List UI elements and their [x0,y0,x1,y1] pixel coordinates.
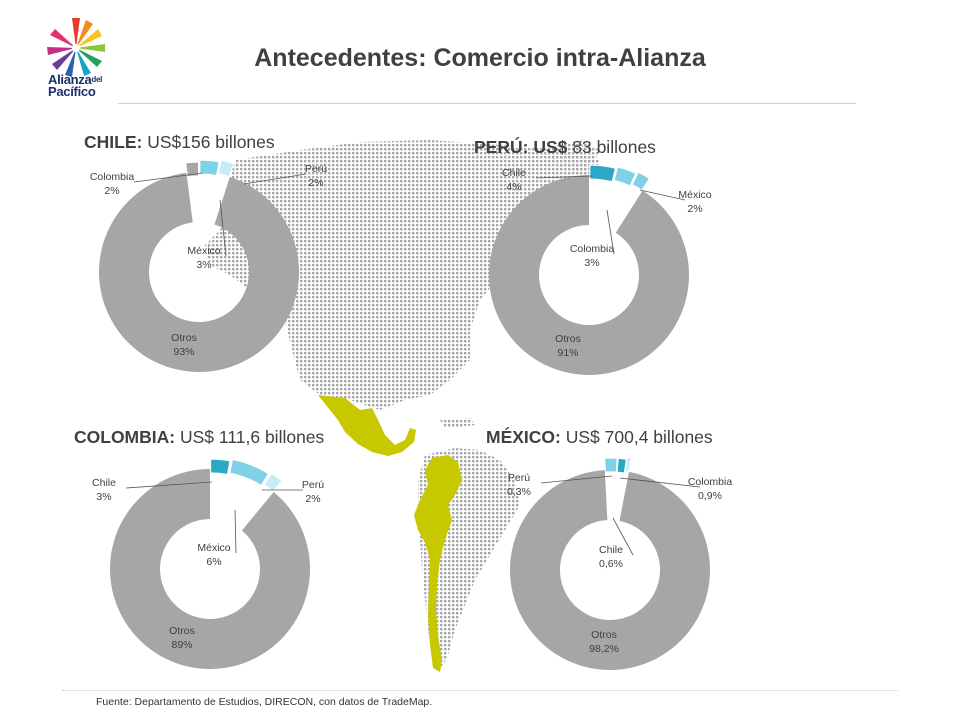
slice-label: Chile [92,477,116,489]
slice-value-label: 0,6% [599,558,623,570]
title-divider [118,103,856,104]
slice-peru [624,456,633,473]
leader-line [612,517,634,556]
donut-chart-2: Chile 3% México 6% Perú 2% Otros 89% [92,458,324,670]
slice-mexico [199,159,220,177]
slice-label: Chile [599,544,623,556]
slice-value-label: 93% [173,346,194,358]
slice-label: Colombia [688,476,733,488]
slice-label: Otros [591,629,617,641]
slice-otros [488,175,689,375]
leader-line [535,175,593,179]
logo-line2: Pacífico [48,84,96,99]
slice-peru [217,159,235,178]
slice-label: México [197,542,230,554]
slice-value-label: 0,9% [698,490,722,502]
slice-colombia [184,161,200,178]
donut-chart-0: México 3% Perú 2% Otros 93% Colombia 2% [90,159,327,372]
logo-wordmark: Alianzadel Pacífico [48,72,103,99]
leader-line [606,209,615,255]
slice-value-label: 91% [557,347,578,359]
source-footnote: Fuente: Departamento de Estudios, DIRECO… [96,696,433,708]
slice-colombia [613,166,637,187]
slice-label: México [187,245,220,257]
slice-chile [616,457,628,474]
leader-line [133,172,204,183]
pacific-alliance-south-highlight [414,455,462,672]
slice-value-label: 2% [305,493,320,505]
slice-label: Otros [169,625,195,637]
slice-value-label: 3% [96,491,111,503]
donut-chart-3: Colombia 0,9% Chile 0,6% Perú 0,3% Otros 98,2% [507,456,733,670]
slice-value-label: 89% [171,639,192,651]
donut-chart-1: Chile 4% Colombia 3% México 2% Otros 91% [488,164,712,375]
slice-label: Chile [502,167,526,179]
slice-value-label: 4% [506,181,521,193]
mexico-highlight [318,395,416,456]
logo-line1: Alianza [48,72,92,87]
slice-value-label: 98,2% [589,643,619,655]
slice-otros [99,172,299,372]
leader-line [639,189,686,201]
leader-line [125,481,213,489]
slice-mexico [229,458,270,487]
leader-line [234,509,237,554]
chart-title-colombia: COLOMBIA: US$ 111,6 billones [74,427,325,447]
alianza-pacifico-logo-icon [47,18,105,77]
chart-title-chile: CHILE: US$156 billones [84,132,275,152]
slice-otros [509,470,710,670]
slice-label: Perú [508,472,530,484]
slice-value-label: 6% [206,556,221,568]
slice-value-label: 2% [687,203,702,215]
chart-title-mexico: MÉXICO: US$ 700,4 billones [486,427,713,447]
slice-label: Otros [555,333,581,345]
slice-colombia [603,457,618,473]
slice-value-label: 2% [104,185,119,197]
slice-value-label: 0,3% [507,486,531,498]
leader-line [219,199,227,257]
chart-title-peru: PERÚ: US$ 83 billones [474,137,656,157]
slice-label: Otros [171,332,197,344]
slice-label: Perú [302,479,324,491]
slice-chile [209,458,231,476]
leader-line [243,173,307,185]
slice-label: Colombia [570,243,615,255]
slice-peru [263,472,284,493]
leader-line [540,475,613,484]
footer-divider [62,690,898,691]
slice-chile [589,164,617,183]
logo-del: del [91,75,103,84]
slice-label: Colombia [90,171,135,183]
slice-value-label: 2% [308,177,323,189]
slice-label: Perú [305,163,327,175]
slice-value-label: 3% [196,259,211,271]
slice-value-label: 3% [584,257,599,269]
leader-line [619,477,701,488]
slice-label: México [678,189,711,201]
page-title: Antecedentes: Comercio intra-Alianza [254,44,706,72]
slice-otros [110,469,311,670]
